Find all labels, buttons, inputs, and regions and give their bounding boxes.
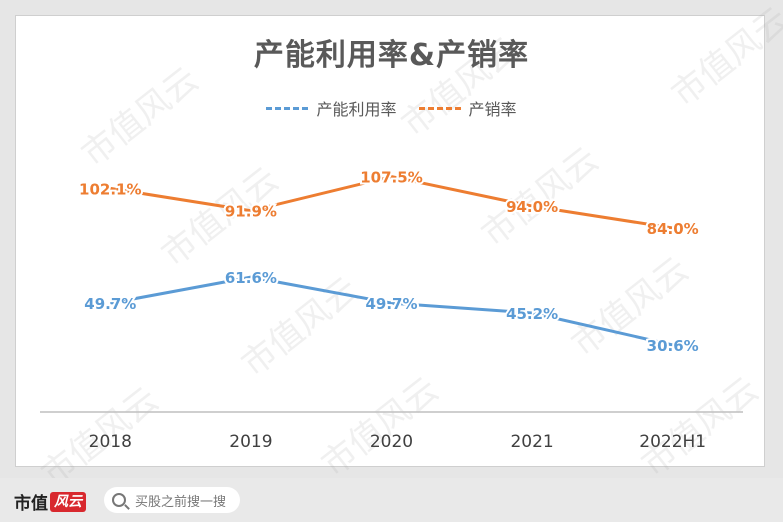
legend-label: 产能利用率 <box>316 100 397 119</box>
chart-title: 产能利用率&产销率 <box>253 38 530 73</box>
search-icon <box>112 493 126 507</box>
x-tick-label: 2020 <box>370 432 413 452</box>
legend-item-capacity-utilization: 产能利用率 <box>266 96 397 120</box>
brand-logo: 市值 风云 <box>14 489 86 514</box>
legend-swatch-blue <box>266 107 309 110</box>
x-tick-label: 2021 <box>510 432 553 452</box>
search-placeholder: 买股之前搜一搜 <box>135 494 227 510</box>
data-label: 45.2% <box>506 305 558 323</box>
brand-text: 市值 <box>14 494 48 514</box>
x-tick-label: 2019 <box>229 432 272 452</box>
data-label: 102.1% <box>79 180 141 198</box>
x-tick-label: 2018 <box>89 432 132 452</box>
data-label: 49.7% <box>365 295 417 313</box>
data-label: 30.6% <box>647 337 699 355</box>
series-line-0 <box>110 275 674 347</box>
legend-label: 产销率 <box>468 100 517 119</box>
chart-card <box>15 15 765 467</box>
data-label: 49.7% <box>84 295 136 313</box>
data-label: 91.9% <box>225 203 277 221</box>
search-box[interactable]: 买股之前搜一搜 <box>104 487 240 513</box>
data-label: 94.0% <box>506 198 558 216</box>
chart-legend: 产能利用率 产销率 <box>0 96 783 120</box>
legend-item-sales-rate: 产销率 <box>418 96 517 120</box>
x-tick-label: 2022H1 <box>639 432 706 452</box>
brand-mark: 风云 <box>50 491 86 512</box>
data-label: 107.5% <box>360 169 422 187</box>
line-chart: 2018 2019 2020 2021 2022H1 49.7% 61.6% 49.7% 45.… <box>40 167 743 452</box>
footer-bar: 市值 风云 买股之前搜一搜 <box>0 478 783 522</box>
data-label: 84.0% <box>647 220 699 238</box>
series-line-1 <box>110 175 673 230</box>
data-label: 61.6% <box>225 269 277 287</box>
legend-swatch-orange <box>418 107 461 110</box>
